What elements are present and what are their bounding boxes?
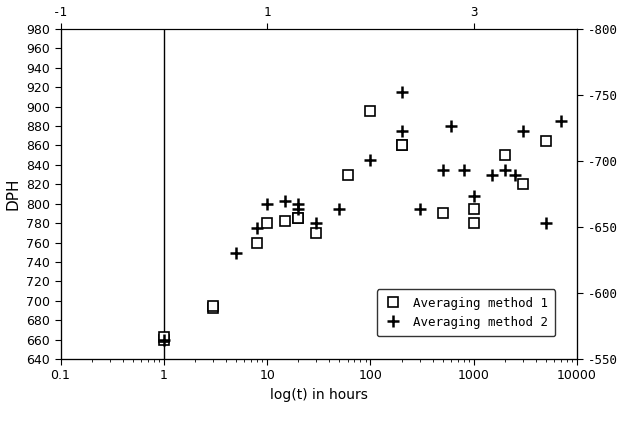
Averaging method 1 xyxy=(439,211,446,216)
Y-axis label: DPH: DPH xyxy=(6,178,21,210)
Averaging method 2 xyxy=(313,221,320,226)
Averaging method 1 xyxy=(209,303,217,308)
Averaging method 2 xyxy=(295,206,302,211)
Averaging method 2 xyxy=(416,206,424,211)
Averaging method 1 xyxy=(295,216,302,221)
Averaging method 1 xyxy=(398,143,406,148)
Averaging method 2 xyxy=(254,225,261,230)
Averaging method 1 xyxy=(282,219,289,224)
Averaging method 2 xyxy=(295,201,302,206)
Averaging method 2 xyxy=(282,198,289,203)
Averaging method 1 xyxy=(295,216,302,221)
Averaging method 1 xyxy=(209,305,217,310)
Averaging method 1 xyxy=(254,240,261,245)
Averaging method 2 xyxy=(470,193,477,199)
Averaging method 2 xyxy=(520,128,527,133)
Averaging method 2 xyxy=(447,124,455,129)
Averaging method 2 xyxy=(501,167,508,172)
Averaging method 2 xyxy=(398,90,406,95)
Averaging method 2 xyxy=(336,206,343,211)
Averaging method 2 xyxy=(488,172,496,177)
Averaging method 2 xyxy=(542,221,549,226)
Averaging method 1 xyxy=(470,206,477,211)
Averaging method 2 xyxy=(558,118,565,124)
Line: Averaging method 2: Averaging method 2 xyxy=(158,86,568,346)
Averaging method 1 xyxy=(160,334,168,339)
Averaging method 1 xyxy=(398,143,406,148)
Averaging method 1 xyxy=(264,221,271,226)
Line: Averaging method 1: Averaging method 1 xyxy=(159,107,551,344)
Averaging method 1 xyxy=(470,221,477,226)
Averaging method 2 xyxy=(264,201,271,206)
Averaging method 2 xyxy=(160,337,168,342)
Averaging method 1 xyxy=(160,337,168,342)
Averaging method 1 xyxy=(313,230,320,236)
Averaging method 2 xyxy=(439,167,446,172)
Legend: Averaging method 1, Averaging method 2: Averaging method 1, Averaging method 2 xyxy=(376,289,555,336)
Averaging method 2 xyxy=(511,172,518,177)
Averaging method 2 xyxy=(398,128,406,133)
Averaging method 1 xyxy=(367,109,374,114)
Averaging method 2 xyxy=(460,167,467,172)
Averaging method 1 xyxy=(542,138,549,143)
Averaging method 1 xyxy=(344,172,351,177)
Averaging method 1 xyxy=(501,153,508,158)
Averaging method 1 xyxy=(520,182,527,187)
Averaging method 2 xyxy=(367,157,374,163)
X-axis label: log(t) in hours: log(t) in hours xyxy=(270,388,368,402)
Averaging method 2 xyxy=(232,251,240,256)
